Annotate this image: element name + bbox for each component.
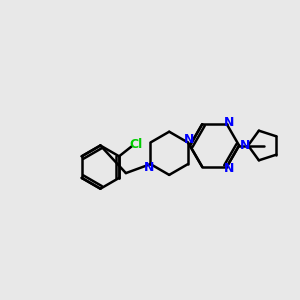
Text: N: N	[240, 139, 250, 152]
Text: N: N	[224, 162, 234, 175]
Text: N: N	[144, 160, 154, 174]
Text: N: N	[224, 116, 234, 129]
Text: N: N	[184, 133, 195, 146]
Text: Cl: Cl	[130, 138, 143, 152]
